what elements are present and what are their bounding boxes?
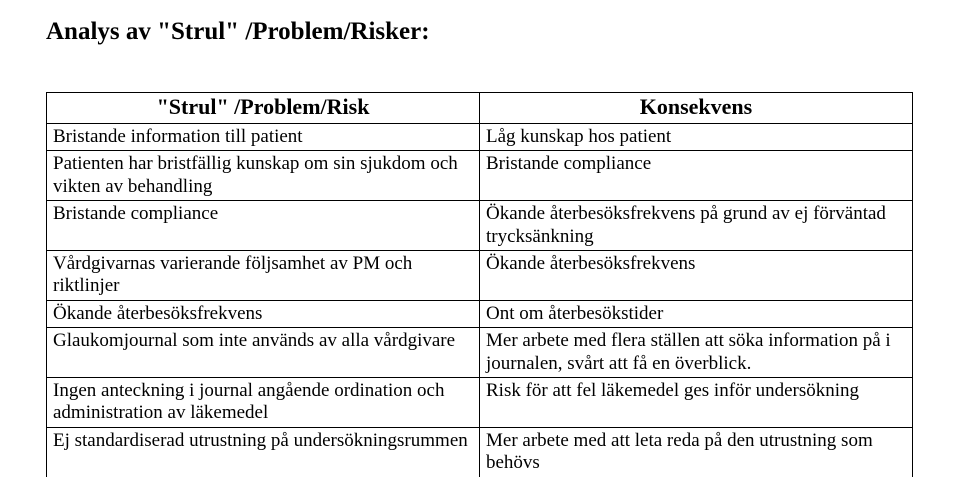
table-row: Patienten har bristfällig kunskap om sin… [47, 151, 913, 201]
analysis-table: "Strul" /Problem/Risk Konsekvens Bristan… [46, 92, 913, 477]
table-cell-left: Ökande återbesöksfrekvens [47, 300, 480, 327]
table-cell-left: Vårdgivarnas varierande följsamhet av PM… [47, 250, 480, 300]
table-cell-right: Mer arbete med att leta reda på den utru… [480, 427, 913, 476]
table-row: Glaukomjournal som inte används av alla … [47, 328, 913, 378]
table-cell-right: Ökande återbesöksfrekvens på grund av ej… [480, 201, 913, 251]
table-body: Bristande information till patient Låg k… [47, 123, 913, 476]
table-cell-right: Risk för att fel läkemedel ges inför und… [480, 378, 913, 428]
table-cell-left: Ingen anteckning i journal angående ordi… [47, 378, 480, 428]
table-header-row: "Strul" /Problem/Risk Konsekvens [47, 93, 913, 124]
table-cell-left: Ej standardiserad utrustning på undersök… [47, 427, 480, 476]
table-cell-left: Bristande information till patient [47, 123, 480, 150]
table-cell-left: Patienten har bristfällig kunskap om sin… [47, 151, 480, 201]
table-cell-right: Bristande compliance [480, 151, 913, 201]
table-cell-right: Mer arbete med flera ställen att söka in… [480, 328, 913, 378]
table-row: Vårdgivarnas varierande följsamhet av PM… [47, 250, 913, 300]
table-cell-left: Glaukomjournal som inte används av alla … [47, 328, 480, 378]
table-row: Bristande compliance Ökande återbesöksfr… [47, 201, 913, 251]
table-row: Ingen anteckning i journal angående ordi… [47, 378, 913, 428]
page: Analys av "Strul" /Problem/Risker: "Stru… [0, 0, 959, 477]
table-row: Ej standardiserad utrustning på undersök… [47, 427, 913, 476]
table-header-left: "Strul" /Problem/Risk [47, 93, 480, 124]
table-row: Ökande återbesöksfrekvens Ont om återbes… [47, 300, 913, 327]
page-heading: Analys av "Strul" /Problem/Risker: [46, 18, 913, 46]
table-header-right: Konsekvens [480, 93, 913, 124]
table-cell-right: Ont om återbesökstider [480, 300, 913, 327]
table-cell-left: Bristande compliance [47, 201, 480, 251]
table-cell-right: Låg kunskap hos patient [480, 123, 913, 150]
table-row: Bristande information till patient Låg k… [47, 123, 913, 150]
table-cell-right: Ökande återbesöksfrekvens [480, 250, 913, 300]
